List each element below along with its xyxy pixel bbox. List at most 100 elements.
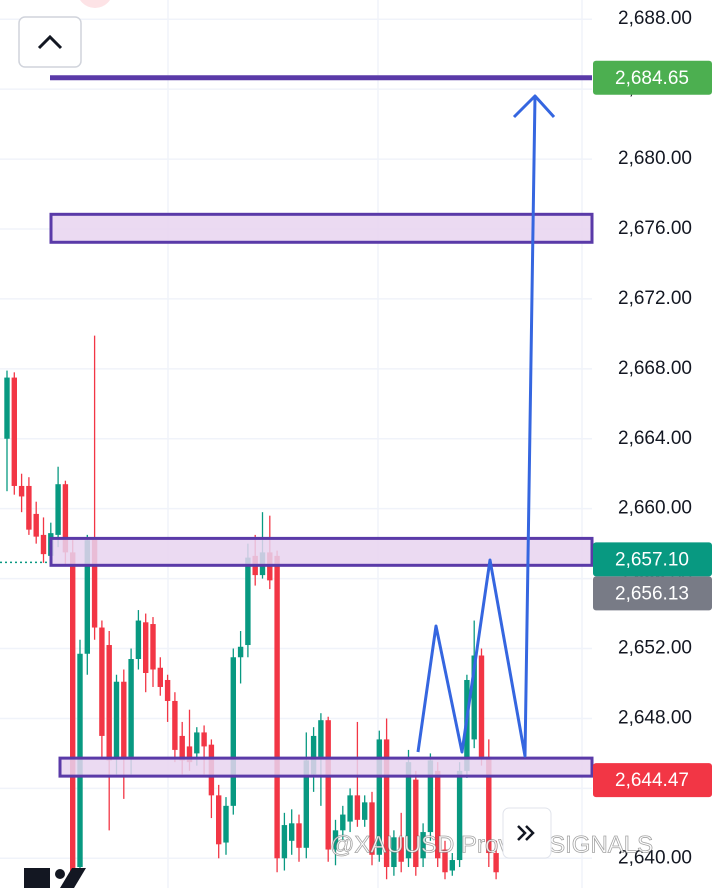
candle-body <box>237 646 244 658</box>
candle-body <box>274 555 280 859</box>
candle-body <box>164 679 171 701</box>
candle-body <box>157 667 163 687</box>
drawings <box>0 75 594 778</box>
candle-body <box>347 795 353 822</box>
candle-body <box>91 538 98 628</box>
candle-body <box>281 825 288 859</box>
price-badge-label: 2,644.47 <box>615 770 689 791</box>
candles <box>4 335 499 885</box>
y-tick-label: 2,652.00 <box>618 638 692 659</box>
candle-body <box>478 655 485 757</box>
candle-body <box>113 681 120 759</box>
scroll-to-latest-button[interactable] <box>502 807 552 859</box>
candle-body <box>11 377 17 486</box>
chevron-icon <box>517 825 527 841</box>
candle-body <box>405 762 412 859</box>
y-tick-label: 2,640.00 <box>618 847 692 868</box>
candle-body <box>194 732 200 754</box>
candle-body <box>150 624 156 670</box>
logo-part <box>24 868 50 888</box>
price-badge-label: 2,684.65 <box>615 68 689 89</box>
candle-body <box>486 756 492 854</box>
price-badge <box>593 60 712 95</box>
candle-body <box>303 760 309 848</box>
price-zone <box>49 212 594 244</box>
candle-body <box>471 655 477 740</box>
candle-body <box>121 681 127 759</box>
candle-body <box>245 557 251 646</box>
candle-body <box>26 485 32 530</box>
logo <box>24 868 86 888</box>
price-badge-label: 2,656.13 <box>615 583 689 604</box>
candle-body <box>143 622 149 673</box>
candle-body <box>172 700 178 750</box>
candle-body <box>391 837 397 868</box>
candle-body <box>230 657 236 806</box>
candle-body <box>128 659 134 757</box>
arrow-head <box>512 94 556 119</box>
price-badge <box>593 763 712 798</box>
candle-body <box>456 770 463 861</box>
y-tick-label: 2,668.00 <box>618 358 692 379</box>
logo-part <box>55 869 65 879</box>
y-tick-label: 2,648.00 <box>618 707 692 728</box>
candle-body <box>4 377 10 439</box>
y-tick-label: 2,676.00 <box>618 218 692 239</box>
candle-body <box>420 832 426 859</box>
price-zone <box>49 536 594 567</box>
candle-body <box>99 627 105 736</box>
price-zone <box>58 756 594 778</box>
candle-body <box>340 814 346 831</box>
candle-body <box>332 830 339 850</box>
price-badge <box>593 576 712 611</box>
chevron-up-icon <box>37 34 63 50</box>
price-labels: 2,684.65 2,657.10 2,656.13 2,644.47 <box>593 60 712 798</box>
decoration <box>80 0 110 8</box>
candle-body <box>325 720 331 850</box>
candle-body <box>216 795 222 845</box>
candle-body <box>310 735 317 775</box>
grid <box>0 0 592 888</box>
candle-body <box>376 739 382 855</box>
candle-body <box>62 484 69 553</box>
candle-body <box>427 760 434 833</box>
candle-body <box>354 795 361 820</box>
candle-body <box>223 805 229 843</box>
candle-body <box>55 484 61 535</box>
y-tick-label: 2,664.00 <box>618 428 692 449</box>
y-tick-label: 2,688.00 <box>618 8 692 29</box>
price-axis: 2,640.002,644.002,648.002,652.002,656.00… <box>618 8 692 868</box>
candle-body <box>201 732 207 747</box>
candle-body <box>318 720 324 757</box>
y-tick-label: 2,660.00 <box>618 498 692 519</box>
candle-body <box>435 770 441 859</box>
candle-body <box>84 540 90 654</box>
candle-body <box>186 746 193 763</box>
y-tick-label: 2,672.00 <box>618 288 692 309</box>
logo-part <box>60 868 86 888</box>
candle-body <box>398 837 404 862</box>
y-tick-label: 2,680.00 <box>618 148 692 169</box>
candle-body <box>442 849 448 873</box>
price-badge <box>593 542 712 577</box>
watermark: @XAUUSD Provide SIGNALS <box>330 831 653 858</box>
candle-body <box>493 853 499 873</box>
price-badge-label: 2,657.10 <box>615 549 689 570</box>
candle-body <box>413 779 419 868</box>
chevron-icon <box>525 825 535 841</box>
candle-body <box>369 802 375 855</box>
candle-body <box>106 645 112 761</box>
candle-body <box>383 739 390 868</box>
candle-body <box>449 860 455 871</box>
candle-body <box>18 485 25 497</box>
candle-body <box>289 823 295 841</box>
candle-body <box>362 802 368 820</box>
candle-body <box>70 552 76 876</box>
collapse-button[interactable] <box>18 16 82 68</box>
projection-arrow <box>416 95 537 758</box>
candle-body <box>33 513 39 537</box>
candle-body <box>135 620 142 660</box>
candle-body <box>296 823 302 848</box>
candle-body <box>40 534 47 555</box>
